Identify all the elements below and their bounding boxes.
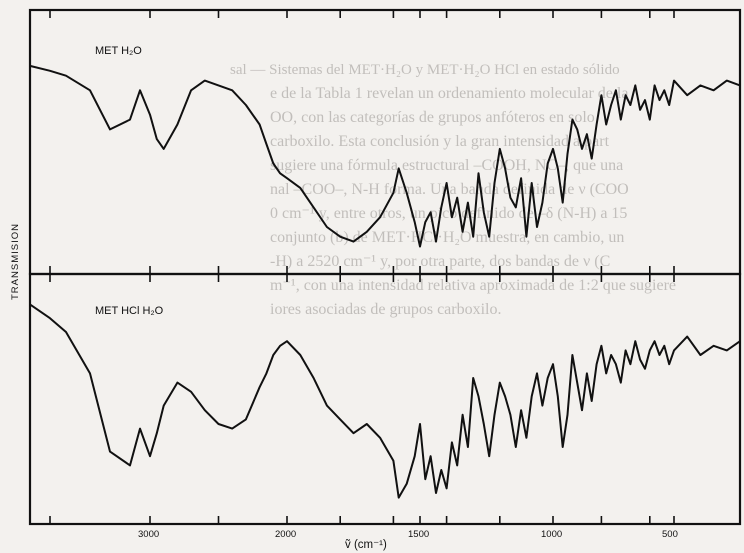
x-axis-ticks: 3000 2000 1500 1000 500 (49, 10, 678, 540)
bottom-panel-frame (28, 272, 742, 526)
x-tick-label: 1500 (408, 529, 429, 540)
spectrum-line-met-h2o (29, 64, 741, 248)
bleed-through-line: carboxilo. Esta conclusión y la gran int… (270, 133, 610, 150)
bleed-through-line: OO, con las categorías de grupos anfóter… (270, 109, 595, 126)
bleed-through-text-layer: sal — Sistemas del MET·H₂O y MET·H₂O HCl… (230, 62, 676, 318)
bleed-through-line: iores asociadas de grupos carboxilo. (270, 301, 501, 318)
bleed-through-line: 0 cm⁻¹ y, entre otros, un pico definido … (270, 205, 627, 222)
bleed-through-line: m⁻¹, con una intensidad relativa aproxim… (270, 277, 676, 294)
bleed-through-line: conjunto (b) de MET·HCl·H₂O muestra, en … (270, 229, 624, 246)
x-axis-label: ṽ (cm⁻¹) (345, 539, 387, 551)
bleed-through-line: nal –COO–, N-H forma. Una banda definida… (270, 181, 629, 198)
x-tick-label: 500 (662, 529, 678, 540)
bleed-through-line: -H) a 2520 cm⁻¹ y, por otra parte, dos b… (270, 253, 610, 270)
spectrum-series-layer (29, 64, 741, 499)
bottom-panel-label: MET HCl H₂O (95, 305, 164, 317)
x-tick-label: 3000 (138, 529, 159, 540)
x-tick-label: 1000 (541, 529, 562, 540)
bleed-through-line: e de la Tabla 1 revelan un ordenamiento … (270, 85, 628, 102)
x-tick-label: 2000 (275, 529, 296, 540)
spectrum-line-met-hcl-h2o (29, 303, 741, 499)
y-axis-label: TRANSMISION (10, 223, 21, 300)
bleed-through-line: sal — Sistemas del MET·H₂O y MET·H₂O HCl… (230, 62, 620, 78)
bleed-through-line: sugiere una fórmula estructural –COOH, N… (270, 157, 623, 174)
top-panel-label: MET H₂O (95, 45, 142, 57)
